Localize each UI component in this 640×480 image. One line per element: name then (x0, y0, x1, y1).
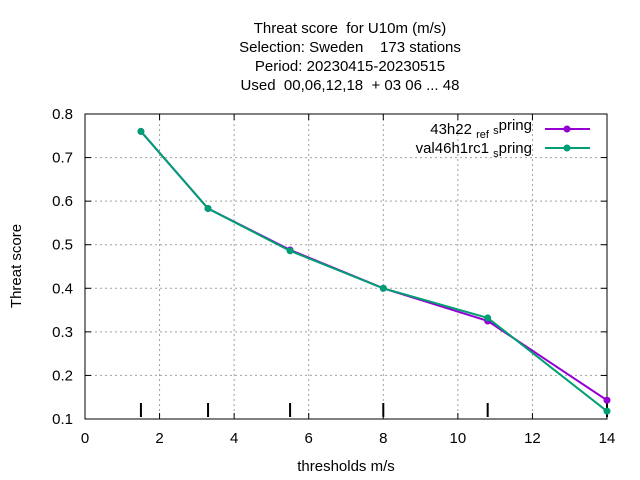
legend-name-tail: pring (499, 117, 532, 134)
x-tick-label: 4 (230, 430, 238, 447)
legend-subscript: ref (476, 129, 490, 141)
y-tick-label: 0.8 (52, 106, 73, 123)
legend-marker (563, 125, 571, 133)
legend-subscript: s (493, 148, 499, 160)
series-line-1 (140, 130, 608, 402)
chart-title-line: Period: 20230415-20230515 (255, 58, 445, 75)
x-tick-label: 14 (599, 430, 616, 447)
y-tick-label: 0.2 (52, 367, 73, 384)
data-point (137, 127, 145, 135)
chart-title-line: Selection: Sweden 173 stations (239, 39, 461, 56)
series-line-2 (140, 130, 608, 412)
data-point (484, 314, 492, 322)
chart-title-line: Threat score for U10m (m/s) (254, 20, 447, 37)
grid-lines (85, 114, 607, 419)
threshold-markers (139, 403, 608, 417)
y-tick-label: 0.1 (52, 411, 73, 428)
y-tick-label: 0.7 (52, 150, 73, 167)
x-tick-label: 8 (379, 430, 387, 447)
legend-name-tail: pring (499, 140, 532, 157)
data-point (603, 407, 611, 415)
x-axis-label: thresholds m/s (297, 458, 395, 475)
x-tick-label: 12 (524, 430, 541, 447)
y-tick-label: 0.3 (52, 324, 73, 341)
data-point (286, 247, 294, 255)
data-point (379, 284, 387, 292)
y-axis-label: Threat score (8, 224, 25, 308)
legend-entry-label: val46h1rc1 spring (416, 140, 532, 160)
chart-title-line: Used 00,06,12,18 + 03 06 ... 48 (241, 77, 460, 94)
legend-subscript: s (493, 125, 499, 137)
legend-marker (563, 144, 571, 152)
y-tick-label: 0.5 (52, 237, 73, 254)
legend-entry-label: 43h22 ref spring (430, 117, 532, 141)
legend-series-name: val46h1rc1 (416, 140, 494, 157)
y-axis-ticks: 0.1 0.2 0.3 0.4 0.5 0.6 0.7 0.8 (52, 106, 607, 428)
series-lines (137, 127, 611, 415)
data-point (204, 205, 212, 213)
x-axis-ticks: 0 2 4 6 8 10 12 14 (81, 114, 616, 447)
chart-title: Threat score for U10m (m/s) Selection: Sw… (239, 20, 461, 94)
y-tick-label: 0.6 (52, 193, 73, 210)
x-tick-label: 0 (81, 430, 89, 447)
y-tick-label: 0.4 (52, 280, 73, 297)
x-tick-label: 6 (305, 430, 313, 447)
plot-frame (84, 113, 608, 420)
legend-series-name: 43h22 (430, 121, 476, 138)
x-tick-label: 2 (155, 430, 163, 447)
x-tick-label: 10 (450, 430, 467, 447)
data-point (603, 396, 611, 404)
